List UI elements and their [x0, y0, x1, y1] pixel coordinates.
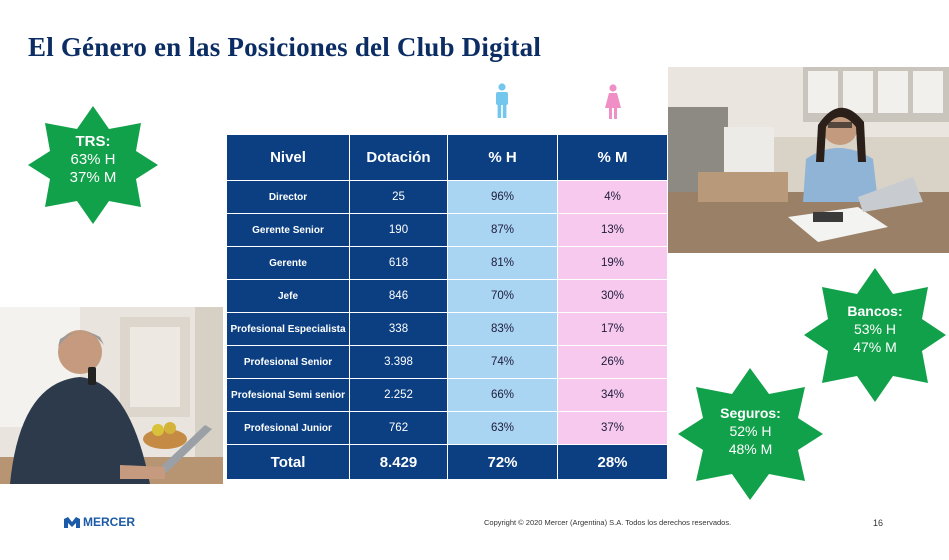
trs-badge: TRS: 63% H 37% M: [28, 106, 158, 224]
total-pct-m: 28%: [557, 444, 668, 480]
cell-pct-h: 74%: [447, 345, 558, 379]
cell-dotacion: 846: [349, 279, 448, 313]
table-row: Profesional Junior 762 63% 37%: [226, 411, 668, 445]
copyright-footer: Copyright © 2020 Mercer (Argentina) S.A.…: [484, 518, 732, 527]
cell-pct-m: 13%: [557, 213, 668, 247]
seguros-female-pct: 48% M: [728, 441, 773, 457]
logo-text: MERCER: [83, 515, 136, 529]
gender-positions-table: Nivel Dotación % H % M Director 25 96% 4…: [226, 134, 668, 480]
table-row: Director 25 96% 4%: [226, 180, 668, 214]
bancos-male-pct: 53% H: [853, 321, 897, 337]
cell-nivel: Director: [226, 180, 350, 214]
star-shape-icon: [28, 106, 158, 224]
table-row: Profesional Senior 3.398 74% 26%: [226, 345, 668, 379]
cell-dotacion: 25: [349, 180, 448, 214]
cell-pct-h: 63%: [447, 411, 558, 445]
cell-nivel: Profesional Senior: [226, 345, 350, 379]
header-pct-m: % M: [557, 134, 668, 181]
slide-title: El Género en las Posiciones del Club Dig…: [28, 32, 542, 62]
photo-woman-laptop: [668, 67, 949, 253]
cell-pct-h: 83%: [447, 312, 558, 346]
cell-dotacion: 618: [349, 246, 448, 280]
cell-nivel: Profesional Semi senior: [226, 378, 350, 412]
cell-pct-h: 66%: [447, 378, 558, 412]
total-pct-h: 72%: [447, 444, 558, 480]
header-pct-h: % H: [447, 134, 558, 181]
cell-dotacion: 2.252: [349, 378, 448, 412]
cell-pct-h: 70%: [447, 279, 558, 313]
bancos-badge: Bancos: 53% H 47% M: [804, 268, 946, 402]
seguros-badge: Seguros: 52% H 48% M: [678, 368, 823, 500]
table-header-row: Nivel Dotación % H % M: [226, 134, 668, 181]
table-row: Profesional Especialista 338 83% 17%: [226, 312, 668, 346]
header-dotacion: Dotación: [349, 134, 448, 181]
table-row: Profesional Semi senior 2.252 66% 34%: [226, 378, 668, 412]
cell-pct-h: 81%: [447, 246, 558, 280]
female-figure-icon: [605, 84, 621, 119]
table-row: Jefe 846 70% 30%: [226, 279, 668, 313]
cell-pct-h: 96%: [447, 180, 558, 214]
photo-man-phone: [0, 307, 223, 484]
cell-pct-m: 17%: [557, 312, 668, 346]
bancos-female-pct: 47% M: [853, 339, 897, 355]
cell-pct-h: 87%: [447, 213, 558, 247]
cell-pct-m: 26%: [557, 345, 668, 379]
mercer-logo: MERCER: [64, 515, 135, 529]
header-nivel: Nivel: [226, 134, 350, 181]
star-shape-icon: [678, 368, 823, 500]
table-row: Gerente 618 81% 19%: [226, 246, 668, 280]
table-row: Gerente Senior 190 87% 13%: [226, 213, 668, 247]
cell-nivel: Jefe: [226, 279, 350, 313]
page-number: 16: [873, 518, 884, 528]
cell-dotacion: 338: [349, 312, 448, 346]
cell-nivel: Profesional Especialista: [226, 312, 350, 346]
cell-pct-m: 37%: [557, 411, 668, 445]
cell-nivel: Profesional Junior: [226, 411, 350, 445]
trs-male-pct: 63% H: [70, 151, 116, 168]
total-dotacion: 8.429: [349, 444, 448, 480]
cell-pct-m: 34%: [557, 378, 668, 412]
seguros-label: Seguros:: [720, 405, 781, 421]
cell-pct-m: 4%: [557, 180, 668, 214]
bancos-label: Bancos:: [847, 303, 903, 319]
cell-nivel: Gerente Senior: [226, 213, 350, 247]
seguros-male-pct: 52% H: [729, 423, 772, 439]
mercer-logo-icon: [64, 516, 80, 528]
trs-label: TRS:: [75, 133, 111, 150]
cell-dotacion: 3.398: [349, 345, 448, 379]
cell-pct-m: 19%: [557, 246, 668, 280]
cell-dotacion: 190: [349, 213, 448, 247]
cell-dotacion: 762: [349, 411, 448, 445]
table-total-row: Total 8.429 72% 28%: [226, 444, 668, 480]
cell-pct-m: 30%: [557, 279, 668, 313]
total-label: Total: [226, 444, 350, 480]
star-shape-icon: [804, 268, 946, 402]
trs-female-pct: 37% M: [69, 169, 117, 186]
male-figure-icon: [496, 83, 508, 118]
cell-nivel: Gerente: [226, 246, 350, 280]
